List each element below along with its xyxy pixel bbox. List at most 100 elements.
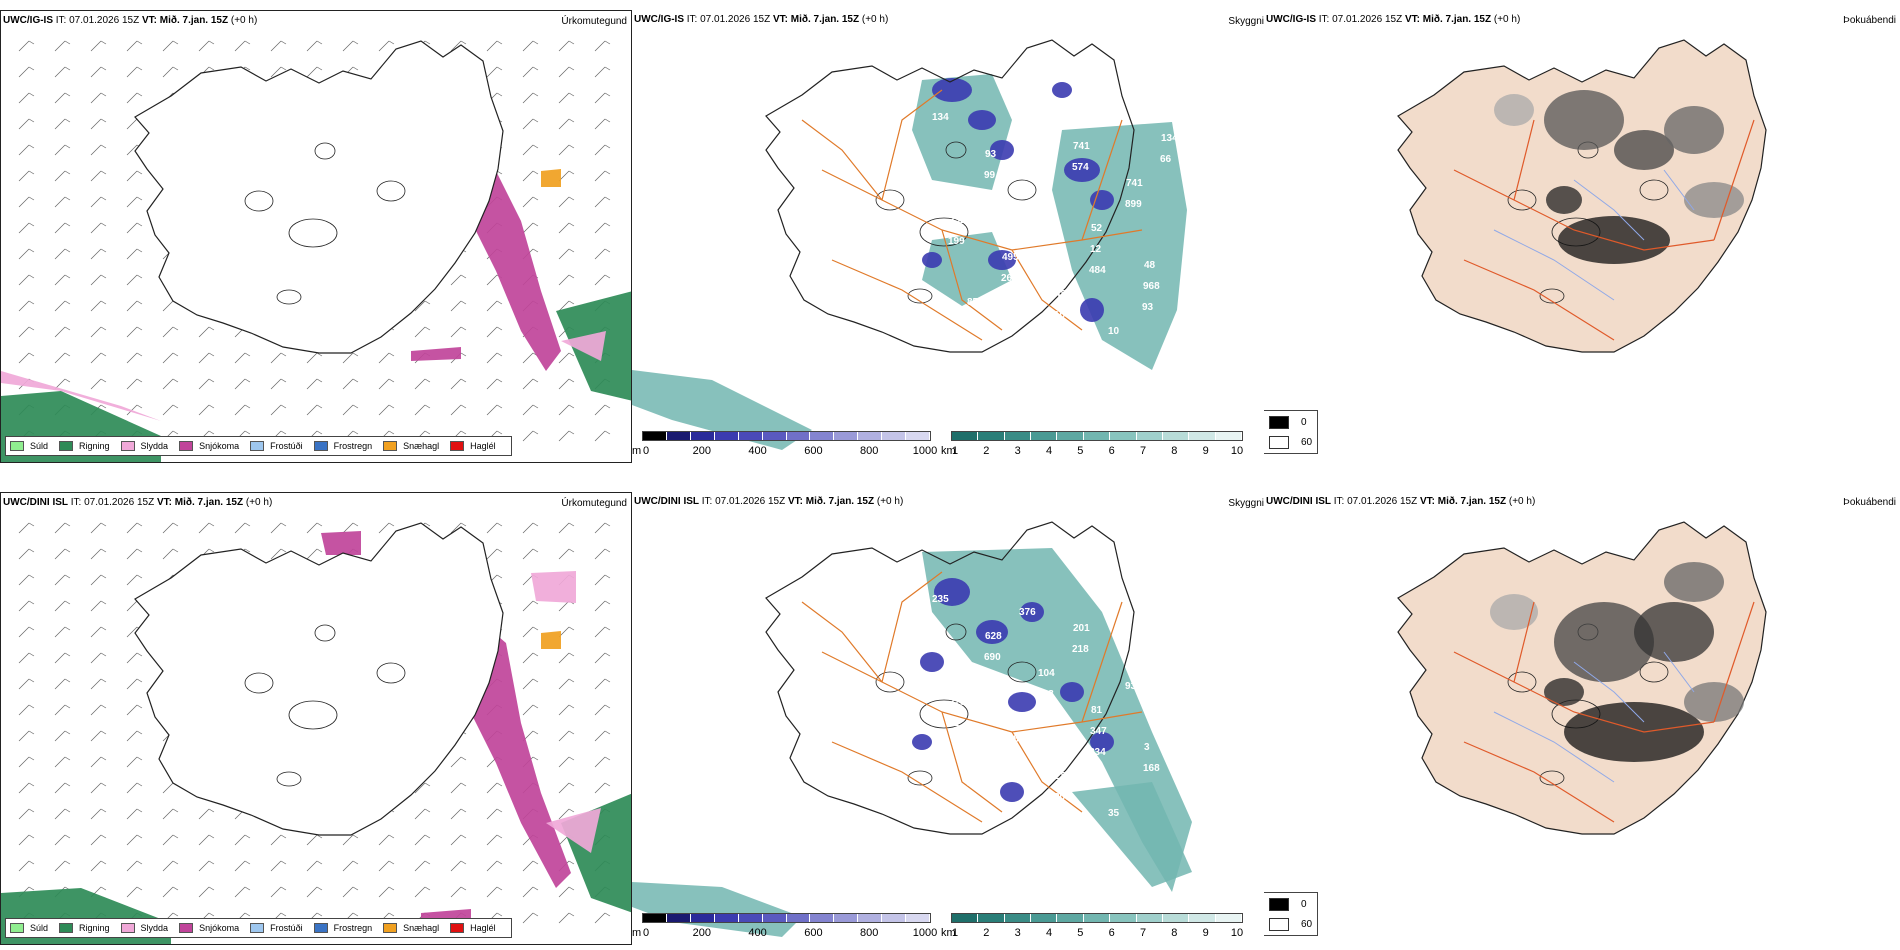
colorbar-tick: 400 — [748, 445, 767, 457]
legend-label: Snjókoma — [199, 441, 240, 451]
legend-label: Frostúði — [270, 923, 303, 933]
colorbar-cell — [1215, 914, 1242, 922]
visibility-panel-top: UWC/IG-IS IT: 07.01.2026 15Z VT: Mið. 7.… — [632, 10, 1264, 463]
colorbar-tick: 800 — [860, 445, 879, 457]
legend-swatch — [383, 441, 398, 451]
legend-label: Haglél — [470, 441, 496, 451]
cloud-base-label: 99 — [984, 170, 996, 181]
colorbar-tick: 400 — [748, 927, 767, 939]
precip-legend-item: Slydda — [120, 923, 169, 933]
colorbar-tick: 7 — [1139, 927, 1147, 939]
legend-label: Slydda — [140, 923, 169, 933]
legend-swatch — [313, 441, 328, 451]
visibility-map: 2356281048134191252011222330828356206903… — [632, 521, 1192, 937]
cloud-base-label: 279 — [966, 800, 983, 811]
colorbar-tick: 4 — [1045, 927, 1053, 939]
colorbar-cell — [834, 432, 859, 440]
colorbar-tick: 9 — [1202, 445, 1209, 457]
cloud-base-label: 495 — [1002, 252, 1019, 263]
visibility-colorbar: km 1 2 3 4 5 6 7 8 9 10 — [941, 913, 1249, 939]
colorbar-tick: 8 — [1171, 927, 1178, 939]
colorbar-cell — [666, 432, 691, 440]
panel-header: UWC/IG-IS IT: 07.01.2026 15Z VT: Mið. 7.… — [3, 15, 258, 26]
legend-swatch — [250, 923, 265, 933]
legend-label: Snjókoma — [199, 923, 240, 933]
precip-legend-item: Rigning — [59, 923, 110, 933]
legend-swatch — [1269, 416, 1289, 429]
colorbar-cell — [1057, 914, 1084, 922]
cloud-base-colorbar: m 0 200 400 600 800 1000 — [632, 431, 937, 457]
colorbar-unit: m — [632, 927, 642, 939]
cloud-base-label: 419 — [967, 779, 984, 790]
colorbar-cell — [738, 432, 763, 440]
legend-swatch — [313, 923, 328, 933]
colorbar-cell — [810, 914, 835, 922]
precip-legend-item: Frostregn — [313, 923, 372, 933]
colorbar-cell — [1162, 432, 1190, 440]
colorbar-cell — [1110, 432, 1137, 440]
legend-label: Snæhagl — [403, 441, 440, 451]
cloud-base-label: 10 — [1108, 326, 1120, 337]
precip-legend-item: Haglél — [450, 441, 496, 451]
colorbar-tick: 8 — [1171, 445, 1178, 457]
cloud-base-label: 620 — [1161, 615, 1178, 626]
cloud-base-label: 48 — [1144, 260, 1156, 271]
fog-legend-item: 0 — [1269, 416, 1307, 429]
legend-swatch — [59, 441, 74, 451]
colorbar-tick: 600 — [804, 927, 823, 939]
legend-swatch — [383, 923, 398, 933]
panel-header: UWC/DINI ISL IT: 07.01.2026 15Z VT: Mið.… — [1266, 496, 1536, 507]
colorbar-tick: 2 — [983, 445, 990, 457]
colorbar-tick: 5 — [1077, 927, 1084, 939]
colorbar-unit: km — [941, 927, 956, 939]
visibility-panel-bottom: UWC/DINI ISL IT: 07.01.2026 15Z VT: Mið.… — [632, 492, 1264, 945]
colorbar-tick: 10 — [1230, 927, 1244, 939]
colorbar-cell — [978, 432, 1005, 440]
cloud-base-label: 134 — [932, 112, 949, 123]
cloud-base-label: 376 — [1019, 607, 1036, 618]
colorbar-cell — [906, 432, 931, 440]
fog-panel-bottom: UWC/DINI ISL IT: 07.01.2026 15Z VT: Mið.… — [1264, 492, 1900, 945]
colorbar-cell — [1004, 914, 1032, 922]
precip-map — [1, 40, 631, 462]
colorbar-tick: 6 — [1108, 927, 1115, 939]
colorbar-cell — [882, 914, 907, 922]
cloud-base-label: 93 — [1125, 681, 1137, 692]
colorbar-cell — [643, 914, 667, 922]
legend-label: Slydda — [140, 441, 169, 451]
colorbar-cell — [1136, 914, 1163, 922]
colorbar-cell — [1083, 914, 1111, 922]
cloud-base-label: 628 — [985, 631, 1002, 642]
cloud-base-label: 12 — [1090, 244, 1102, 255]
cloud-base-label: 918 — [1019, 125, 1036, 136]
cloud-base-label: 168 — [1143, 763, 1160, 774]
cloud-base-label: 235 — [932, 594, 949, 605]
cloud-base-label: 106 — [966, 318, 983, 329]
cloud-base-label: 372 — [983, 673, 1000, 684]
colorbar-cells — [951, 913, 1243, 923]
legend-swatch — [120, 923, 135, 933]
colorbar-cell — [952, 432, 979, 440]
fog-legend: 0 60 — [1264, 892, 1318, 936]
fog-legend-item: 0 — [1269, 898, 1307, 911]
cloud-base-label: 12 — [948, 718, 960, 729]
colorbar-tick: 600 — [804, 445, 823, 457]
colorbar-cell — [786, 914, 811, 922]
colorbar-tick: 10 — [1230, 445, 1244, 457]
panel-title: Úrkomutegund — [561, 16, 627, 27]
cloud-base-label: 318 — [1037, 689, 1054, 700]
colorbar-cells — [951, 431, 1243, 441]
colorbar-cell — [882, 432, 907, 440]
precip-legend: Súld Rigning Slydda Snjókoma Frostúði Frostre… — [5, 918, 512, 938]
cloud-base-label: 207 — [1054, 792, 1071, 803]
cloud-base-label: 968 — [1143, 281, 1160, 292]
visibility-colorbar: km 1 2 3 4 5 6 7 8 9 10 — [941, 431, 1249, 457]
colorbar-cell — [858, 432, 883, 440]
legend-label: 60 — [1301, 919, 1313, 930]
colorbar-ticks: 0 200 400 600 800 1000 — [643, 925, 937, 939]
precip-legend-item: Frostúði — [250, 923, 303, 933]
legend-swatch — [1269, 436, 1289, 449]
colorbar-cell — [952, 914, 979, 922]
precip-legend-item: Súld — [10, 441, 48, 451]
legend-swatch — [179, 923, 194, 933]
